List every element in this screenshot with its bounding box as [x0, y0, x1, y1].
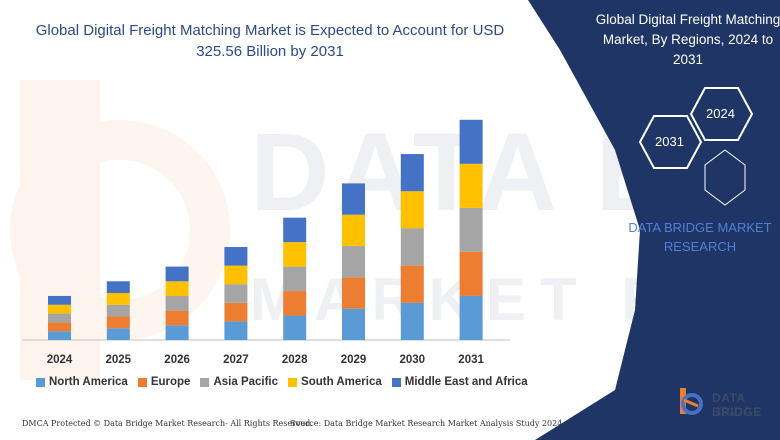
x-tick-label-2028: 2028: [282, 354, 308, 366]
bar-segment-2025-south-america: [106, 293, 130, 305]
legend-item-north-america: North America: [36, 376, 128, 388]
bar-segment-2026-south-america: [165, 281, 189, 296]
bar-segment-2030-europe: [400, 265, 424, 303]
brand-text: DATA BRIDGE MARKET RESEARCH: [628, 220, 772, 254]
bar-segment-2028-asia-pacific: [283, 266, 307, 292]
hex-label-2024: 2024: [706, 106, 735, 121]
right-panel-title: Global Digital Freight Matching Market, …: [595, 12, 780, 67]
bar-segment-2030-asia-pacific: [400, 228, 424, 266]
logo-name: DATA BRIDGE: [712, 391, 762, 419]
bar-segment-2027-europe: [224, 302, 248, 322]
x-tick-label-2025: 2025: [106, 354, 132, 366]
bar-segment-2030-middle-east-and-africa: [400, 154, 424, 192]
bar-segment-2024-europe: [48, 322, 71, 332]
legend-label: South America: [301, 376, 382, 388]
legend-label: Middle East and Africa: [404, 376, 528, 388]
legend-swatch: [36, 377, 45, 387]
hex-label-2031: 2031: [655, 134, 684, 149]
x-tick-label-2026: 2026: [164, 354, 190, 366]
legend-swatch: [137, 377, 147, 387]
legend-item-south-america: South America: [288, 376, 382, 388]
footer-source: Source: Data Bridge Market Research Mark…: [290, 419, 563, 428]
bar-segment-2028-middle-east-and-africa: [283, 217, 307, 243]
bar-segment-2027-north-america: [224, 321, 248, 340]
bar-segment-2031-north-america: [459, 295, 483, 340]
bar-segment-2030-north-america: [400, 302, 424, 340]
bar-segment-2027-middle-east-and-africa: [224, 247, 248, 266]
bar-segment-2029-south-america: [342, 214, 365, 247]
bar-segment-2026-europe: [165, 310, 189, 326]
legend-item-middle-east-and-africa: Middle East and Africa: [391, 376, 528, 388]
bar-segment-2024-asia-pacific: [48, 313, 71, 323]
bar-segment-2024-middle-east-and-africa: [48, 295, 71, 305]
x-tick-label-2031: 2031: [458, 354, 484, 366]
bar-segment-2028-south-america: [283, 242, 307, 267]
bar-segment-2028-europe: [283, 291, 307, 316]
bar-segment-2029-middle-east-and-africa: [342, 183, 365, 215]
stacked-bar-chart: 2024 2025 2026 2027 2028 2029 2030 2031: [22, 119, 510, 366]
chart-title: Global Digital Freight Matching Market i…: [35, 22, 505, 60]
bar-segment-2025-north-america: [106, 328, 130, 340]
legend-swatch: [288, 377, 298, 387]
bar-segment-2025-middle-east-and-africa: [106, 281, 130, 294]
bar-segment-2029-north-america: [342, 308, 365, 340]
bar-segment-2024-north-america: [48, 331, 71, 340]
bar-segment-2031-south-america: [459, 163, 483, 208]
bar-segment-2031-europe: [459, 251, 483, 296]
x-tick-label-2029: 2029: [341, 354, 367, 366]
bar-segment-2024-south-america: [48, 304, 71, 314]
legend-label: North America: [49, 376, 128, 388]
bar-segment-2025-europe: [106, 316, 130, 329]
x-tick-label-2030: 2030: [400, 354, 426, 366]
legend-swatch: [391, 377, 401, 387]
chart-legend: North America Europe Asia Pacific South Ame…: [36, 376, 528, 388]
bar-segment-2030-south-america: [400, 191, 424, 229]
bar-segment-2031-middle-east-and-africa: [459, 119, 483, 164]
bar-segment-2026-asia-pacific: [165, 295, 189, 311]
x-tick-label-2027: 2027: [223, 354, 249, 366]
bar-segment-2031-asia-pacific: [459, 207, 483, 252]
bar-segment-2026-middle-east-and-africa: [165, 266, 189, 282]
bar-segment-2029-europe: [342, 277, 365, 309]
bar-segment-2026-north-america: [165, 325, 189, 340]
bar-segment-2025-asia-pacific: [106, 304, 130, 317]
bar-segment-2029-asia-pacific: [342, 246, 365, 278]
x-tick-label-2024: 2024: [47, 354, 73, 366]
logo-subtitle: MARKET RESEARCH: [717, 406, 761, 418]
legend-swatch: [200, 377, 210, 387]
legend-label: Asia Pacific: [213, 376, 279, 388]
bar-segment-2028-north-america: [283, 315, 307, 340]
bar-segment-2027-south-america: [224, 265, 248, 285]
legend-label: Europe: [150, 376, 191, 388]
footer-copyright: DMCA Protected © Data Bridge Market Rese…: [22, 419, 313, 428]
legend-item-asia-pacific: Asia Pacific: [200, 376, 278, 388]
bar-segment-2027-asia-pacific: [224, 284, 248, 303]
legend-item-europe: Europe: [137, 376, 191, 388]
